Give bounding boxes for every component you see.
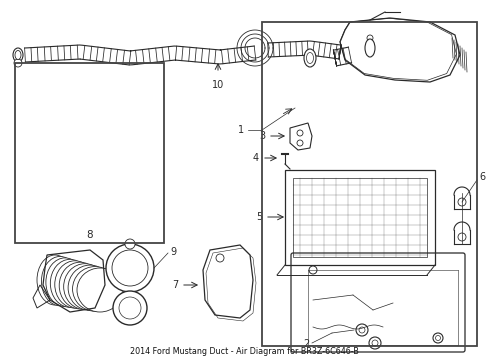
Ellipse shape: [304, 49, 315, 67]
Circle shape: [125, 239, 135, 249]
Circle shape: [358, 327, 364, 333]
Ellipse shape: [364, 39, 374, 57]
Text: 2: 2: [302, 339, 308, 349]
Text: 8: 8: [86, 230, 92, 240]
Circle shape: [435, 336, 440, 341]
Circle shape: [355, 324, 367, 336]
Text: 3: 3: [258, 131, 264, 141]
Circle shape: [106, 244, 154, 292]
Ellipse shape: [77, 268, 123, 312]
Ellipse shape: [46, 258, 84, 307]
Ellipse shape: [55, 261, 95, 308]
Circle shape: [119, 297, 141, 319]
Circle shape: [366, 35, 372, 41]
Bar: [15, 63, 163, 243]
Text: 6: 6: [478, 172, 484, 182]
Text: 10: 10: [211, 80, 224, 90]
Ellipse shape: [41, 256, 79, 306]
Circle shape: [216, 254, 224, 262]
Ellipse shape: [37, 255, 73, 305]
Circle shape: [296, 140, 303, 146]
Circle shape: [308, 266, 316, 274]
Ellipse shape: [50, 259, 89, 307]
Ellipse shape: [59, 262, 101, 309]
Circle shape: [296, 130, 303, 136]
Bar: [261, 22, 476, 346]
Ellipse shape: [63, 264, 106, 310]
Ellipse shape: [68, 265, 112, 310]
Ellipse shape: [306, 53, 313, 63]
Ellipse shape: [13, 48, 23, 62]
Circle shape: [432, 333, 442, 343]
Circle shape: [371, 340, 377, 346]
Circle shape: [14, 59, 22, 67]
Circle shape: [113, 291, 147, 325]
Ellipse shape: [72, 266, 117, 311]
Circle shape: [112, 250, 148, 286]
Text: 9: 9: [170, 247, 176, 257]
Circle shape: [368, 337, 380, 349]
Text: 4: 4: [252, 153, 259, 163]
Bar: [285, 170, 434, 265]
Text: 2014 Ford Mustang Duct - Air Diagram for BR3Z-6C646-B: 2014 Ford Mustang Duct - Air Diagram for…: [129, 347, 358, 356]
Bar: [292, 178, 426, 257]
Circle shape: [457, 198, 465, 206]
Text: 1: 1: [237, 125, 244, 135]
Circle shape: [457, 233, 465, 241]
Text: 5: 5: [255, 212, 262, 222]
Ellipse shape: [15, 50, 21, 59]
Text: 7: 7: [171, 280, 178, 290]
